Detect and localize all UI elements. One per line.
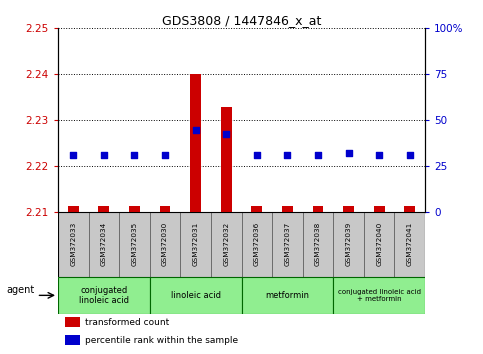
Text: GSM372040: GSM372040 [376, 221, 382, 266]
Bar [68, 206, 79, 212]
Bar [65, 317, 80, 327]
Bar [221, 107, 231, 212]
Bar [282, 206, 293, 212]
Bar [333, 277, 425, 314]
Bar [404, 206, 415, 212]
Bar [272, 212, 303, 277]
Bar [180, 212, 211, 277]
Bar [211, 212, 242, 277]
Bar [343, 206, 354, 212]
Title: GDS3808 / 1447846_x_at: GDS3808 / 1447846_x_at [162, 14, 321, 27]
Text: GSM372039: GSM372039 [345, 221, 352, 266]
Bar [333, 212, 364, 277]
Point [222, 131, 230, 137]
Text: percentile rank within the sample: percentile rank within the sample [85, 336, 239, 345]
Bar [242, 277, 333, 314]
Bar [150, 212, 180, 277]
Point [161, 152, 169, 158]
Point [314, 152, 322, 158]
Text: transformed count: transformed count [85, 318, 170, 326]
Text: metformin: metformin [265, 291, 310, 300]
Text: GSM372031: GSM372031 [193, 221, 199, 266]
Point [345, 150, 353, 155]
Text: GSM372035: GSM372035 [131, 221, 138, 266]
Text: GSM372038: GSM372038 [315, 221, 321, 266]
Bar [65, 335, 80, 345]
Text: GSM372033: GSM372033 [70, 221, 76, 266]
Text: GSM372041: GSM372041 [407, 221, 413, 266]
Text: GSM372030: GSM372030 [162, 221, 168, 266]
Bar [160, 206, 170, 212]
Point [100, 152, 108, 158]
Text: agent: agent [7, 285, 35, 295]
Bar [313, 206, 323, 212]
Point [253, 152, 261, 158]
Bar [129, 206, 140, 212]
Text: linoleic acid: linoleic acid [170, 291, 221, 300]
Bar [58, 212, 88, 277]
Text: conjugated
linoleic acid: conjugated linoleic acid [79, 286, 129, 305]
Bar [58, 277, 150, 314]
Text: GSM372036: GSM372036 [254, 221, 260, 266]
Point [192, 127, 199, 132]
Bar [303, 212, 333, 277]
Point [284, 152, 291, 158]
Point [130, 152, 138, 158]
Bar [150, 277, 242, 314]
Bar [242, 212, 272, 277]
Bar [190, 74, 201, 212]
Bar [99, 206, 109, 212]
Bar [395, 212, 425, 277]
Point [70, 152, 77, 158]
Text: GSM372032: GSM372032 [223, 221, 229, 266]
Bar [252, 206, 262, 212]
Bar [364, 212, 395, 277]
Text: conjugated linoleic acid
+ metformin: conjugated linoleic acid + metformin [338, 289, 421, 302]
Text: GSM372037: GSM372037 [284, 221, 290, 266]
Text: GSM372034: GSM372034 [101, 221, 107, 266]
Point [406, 152, 413, 158]
Point [375, 152, 383, 158]
Bar [374, 206, 384, 212]
Bar [88, 212, 119, 277]
Bar [119, 212, 150, 277]
